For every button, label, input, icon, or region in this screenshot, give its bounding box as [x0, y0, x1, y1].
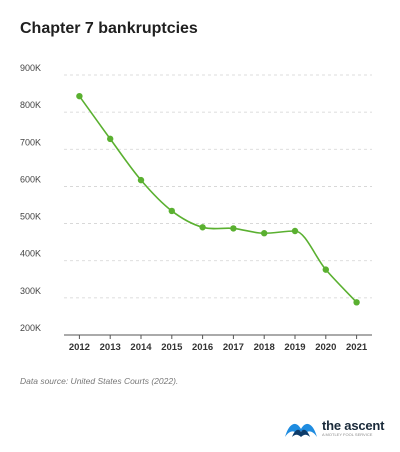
- data-point: [353, 299, 360, 306]
- y-tick-label: 700K: [20, 137, 41, 147]
- data-point: [230, 225, 237, 232]
- ascent-wave-logo-icon: [285, 423, 317, 437]
- y-tick-label: 300K: [20, 286, 41, 296]
- y-tick-label: 200K: [20, 323, 41, 333]
- x-tick-label: 2015: [161, 342, 183, 353]
- chart-title: Chapter 7 bankruptcies: [20, 20, 198, 37]
- x-tick-label: 2018: [254, 342, 275, 353]
- brand-name: the ascent: [322, 418, 385, 433]
- y-tick-label: 600K: [20, 174, 41, 184]
- series-line: [78, 95, 358, 303]
- y-tick-label: 500K: [20, 212, 41, 222]
- data-point: [137, 176, 145, 184]
- x-tick-label: 2019: [284, 342, 305, 353]
- x-tick-label: 2021: [346, 342, 368, 353]
- x-tick-label: 2020: [315, 342, 336, 353]
- y-tick-label: 400K: [20, 249, 41, 259]
- data-point: [261, 230, 268, 237]
- x-tick-label: 2014: [130, 342, 152, 353]
- data-point: [291, 227, 299, 235]
- y-tick-label: 800K: [20, 100, 41, 110]
- x-tick-label: 2012: [69, 342, 90, 353]
- chart: 900K 800K 700K 600K 500K 400K 300K 200K 2012 2013…: [20, 63, 372, 353]
- data-point: [199, 224, 206, 231]
- y-tick-label: 900K: [20, 63, 41, 73]
- x-tick-label: 2016: [192, 342, 213, 353]
- data-source-note: Data source: United States Courts (2022)…: [20, 376, 179, 386]
- x-tick-label: 2013: [100, 342, 121, 353]
- brand-logo-block: the ascent A MOTLEY FOOL SERVICE: [284, 416, 385, 440]
- data-point: [107, 135, 114, 143]
- data-point: [322, 266, 329, 273]
- brand-tagline: A MOTLEY FOOL SERVICE: [322, 432, 373, 437]
- x-tick-label: 2017: [223, 342, 244, 353]
- data-point: [168, 207, 175, 215]
- data-point: [76, 92, 83, 100]
